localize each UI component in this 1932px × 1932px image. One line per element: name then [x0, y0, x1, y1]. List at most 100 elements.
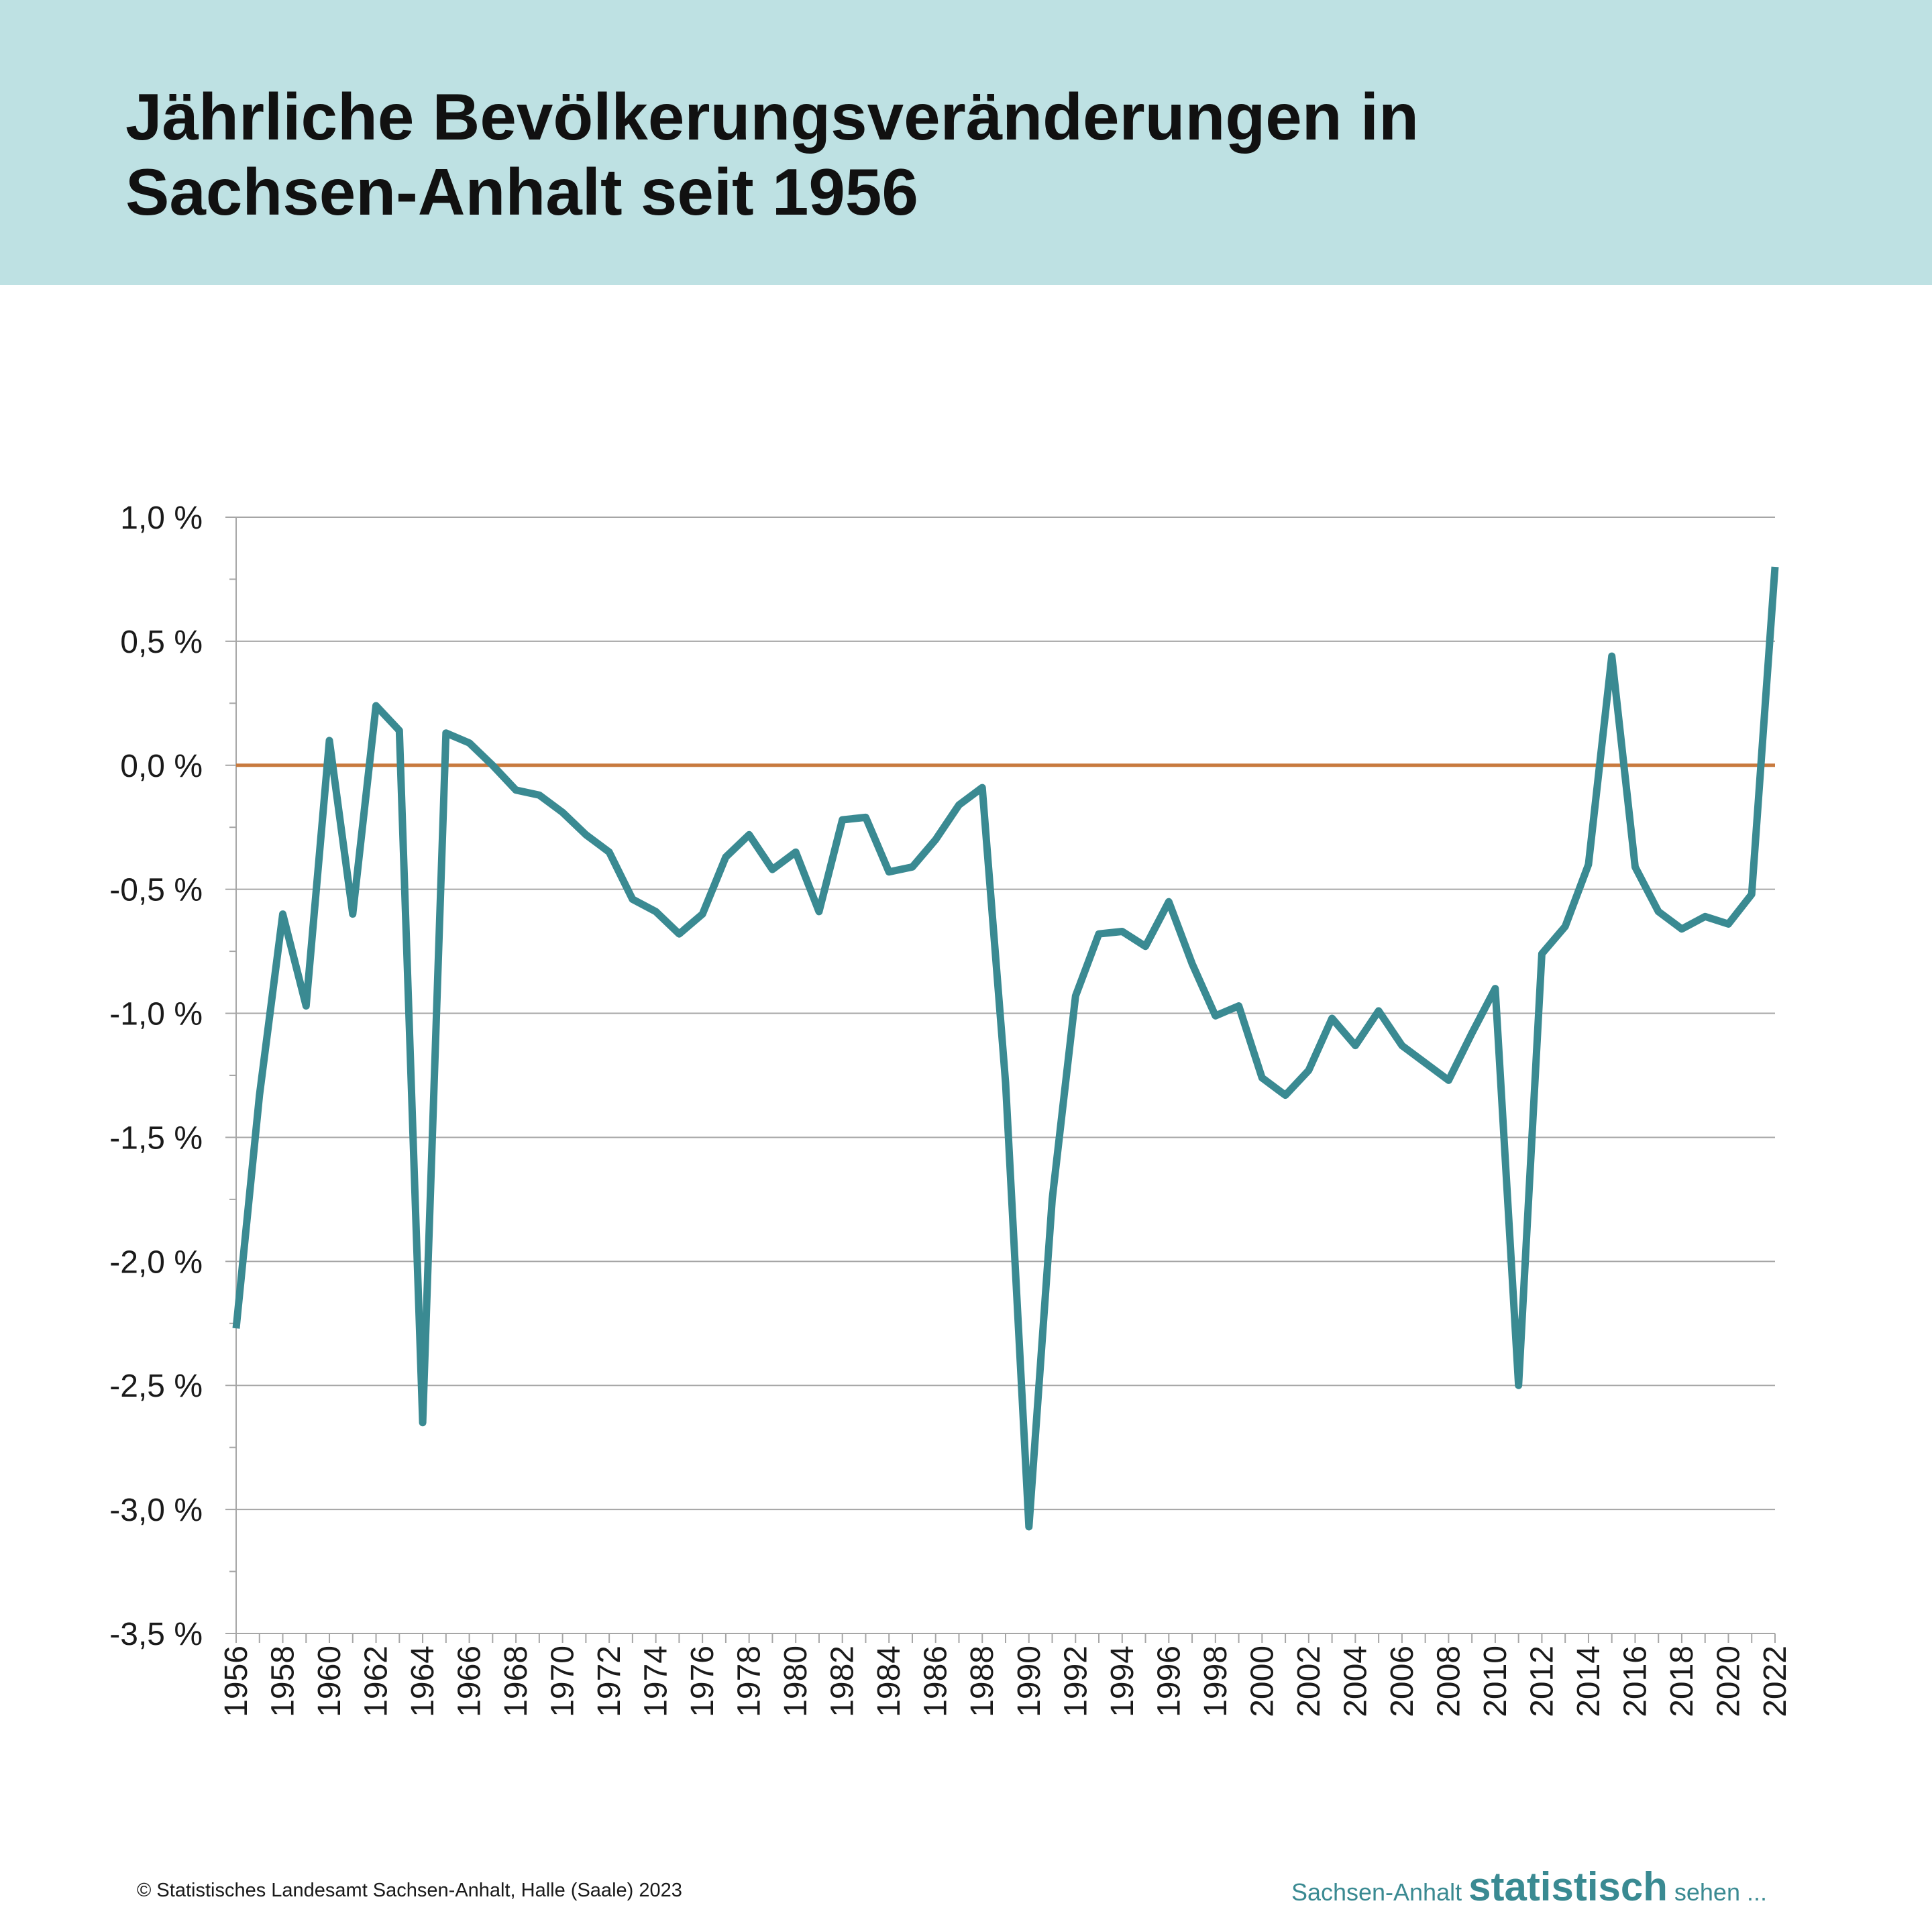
data-point [1376, 1008, 1381, 1014]
y-tick-label: 1,0 % [120, 500, 203, 536]
x-tick-label: 1966 [452, 1646, 488, 1717]
data-point [1423, 1061, 1428, 1066]
data-point [374, 703, 379, 708]
data-point [280, 912, 286, 917]
data-point [1073, 994, 1078, 999]
x-tick-label: 1986 [918, 1646, 954, 1717]
data-point [1330, 1016, 1335, 1021]
x-tick-label: 2004 [1338, 1646, 1373, 1717]
data-point [1026, 1524, 1032, 1529]
data-point [769, 867, 775, 872]
brand-main: statistisch [1468, 1864, 1668, 1909]
x-tick-label: 2012 [1524, 1646, 1560, 1717]
y-tick-label: -3,0 % [109, 1493, 203, 1528]
data-point [1213, 1013, 1218, 1018]
copyright-note: © Statistisches Landesamt Sachsen-Anhalt… [137, 1880, 682, 1901]
x-tick-label: 1984 [871, 1646, 907, 1717]
data-point [1446, 1077, 1451, 1083]
data-point [1633, 864, 1638, 869]
data-point [1050, 1197, 1055, 1202]
data-point [1749, 892, 1754, 897]
data-point [1166, 899, 1171, 904]
x-tick-label: 1956 [219, 1646, 254, 1717]
y-tick-label: 0,0 % [120, 749, 203, 784]
page-title: Jährliche Bevölkerungsveränderungen in S… [125, 79, 1419, 229]
data-point [723, 855, 729, 860]
data-point [1352, 1043, 1358, 1049]
data-point [1236, 1004, 1242, 1009]
data-point [676, 931, 682, 936]
y-tick-label: -2,0 % [109, 1244, 203, 1280]
x-tick-label: 1994 [1105, 1646, 1140, 1717]
y-tick-label: -3,5 % [109, 1617, 203, 1652]
data-point [1259, 1075, 1265, 1081]
header-banner: Jährliche Bevölkerungsveränderungen in S… [0, 0, 1932, 285]
x-tick-label: 1972 [592, 1646, 627, 1717]
data-point [886, 869, 892, 875]
x-tick-label: 2014 [1571, 1646, 1607, 1717]
data-point [979, 785, 985, 790]
x-tick-label: 1960 [312, 1646, 347, 1717]
data-point [910, 864, 915, 869]
x-tick-label: 1958 [266, 1646, 301, 1717]
x-tick-label: 2020 [1711, 1646, 1746, 1717]
y-tick-label: 0,5 % [120, 625, 203, 660]
brand-logo: Sachsen-Anhalt statistisch sehen ... [1291, 1864, 1767, 1910]
data-point [396, 728, 402, 733]
data-point [957, 802, 962, 808]
series-line [232, 566, 1779, 1531]
y-tick-label: -1,0 % [109, 997, 203, 1032]
data-point [467, 741, 472, 746]
data-point [653, 909, 659, 914]
data-point [747, 832, 752, 837]
title-line-1: Jährliche Bevölkerungsveränderungen in [125, 80, 1419, 154]
data-point [1586, 862, 1591, 867]
series-layer [232, 564, 1779, 1531]
x-tick-label: 1996 [1151, 1646, 1187, 1717]
x-tick-label: 2016 [1617, 1646, 1653, 1717]
data-point [1120, 929, 1125, 934]
data-point [1399, 1043, 1405, 1049]
data-point [537, 792, 542, 798]
x-tick-label: 1978 [732, 1646, 767, 1717]
x-tick-label: 2008 [1431, 1646, 1466, 1717]
axis-layer [225, 517, 1776, 1643]
data-point [233, 1326, 239, 1331]
title-line-2: Sachsen-Anhalt seit 1956 [125, 155, 918, 229]
x-tick-label: 2022 [1758, 1646, 1793, 1717]
x-tick-label: 1980 [778, 1646, 814, 1717]
data-point [630, 897, 635, 902]
data-point [420, 1420, 425, 1426]
data-point [350, 912, 356, 917]
data-point [700, 912, 705, 917]
data-point [1539, 951, 1544, 957]
x-tick-label: 1974 [639, 1646, 674, 1717]
data-point [816, 909, 822, 914]
x-tick-label: 1964 [405, 1646, 441, 1717]
data-point [303, 1004, 309, 1009]
data-point [1609, 653, 1615, 659]
y-tick-label: -0,5 % [109, 873, 203, 908]
data-point [1469, 1030, 1474, 1036]
data-point [1516, 1383, 1521, 1388]
brand-prefix: Sachsen-Anhalt [1291, 1878, 1469, 1906]
x-tick-label: 1968 [498, 1646, 534, 1717]
data-point [1679, 926, 1684, 932]
data-point [327, 738, 332, 743]
data-point [1772, 564, 1778, 570]
data-point [490, 763, 495, 768]
x-tick-label: 1990 [1012, 1646, 1047, 1717]
data-point [1096, 931, 1102, 936]
data-point [560, 810, 566, 815]
x-tick-label: 2018 [1664, 1646, 1700, 1717]
data-point [1283, 1093, 1288, 1098]
data-point [1656, 909, 1661, 914]
data-point [1703, 914, 1708, 919]
x-tick-label: 2010 [1478, 1646, 1513, 1717]
data-point [1189, 961, 1195, 967]
data-point [793, 849, 798, 855]
x-tick-label: 1970 [545, 1646, 581, 1717]
x-tick-label: 1992 [1058, 1646, 1093, 1717]
data-point [257, 1093, 262, 1098]
